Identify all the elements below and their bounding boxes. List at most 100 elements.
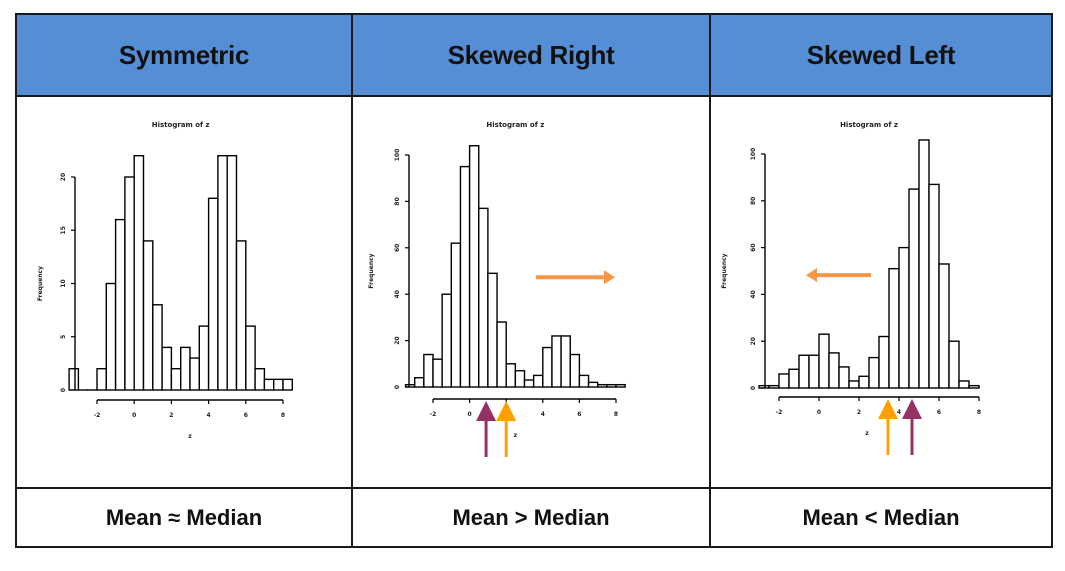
mean-arrow-head-icon [878,399,898,419]
histogram-bar [958,380,970,389]
footer-label: Mean ≈ Median [105,504,263,530]
histogram-bar [161,346,173,391]
header-symmetric: Symmetric [17,15,353,97]
y-axis-label: Frequency [721,253,728,288]
histogram-bar [235,240,247,391]
histogram-bar [496,321,507,388]
histogram-bar [578,374,590,388]
histogram-skewed-right: Histogram of z020406080100Frequency-2024… [368,121,626,457]
histogram-symmetric: Histogram of z 0 5 10 15 20 Frequency -2 0 2 4 6 8 z [37,121,294,440]
y-tick-label: 0 [750,386,757,390]
x-axis-label: z [514,432,518,439]
histogram-bar [105,282,117,391]
histogram-bar [254,368,266,391]
histogram-bar [198,325,210,391]
histogram-bar [217,155,228,391]
x-tick-label: 8 [977,409,981,416]
y-tick-label: 20 [60,173,67,181]
y-tick-label: 40 [750,290,757,298]
histogram-bar [808,354,820,389]
histogram-bar [858,375,870,389]
x-tick-label: 0 [817,409,821,416]
histogram-bar [768,384,780,389]
header-label: Symmetric [118,39,250,70]
histogram-bar [96,368,108,391]
histogram-bar [189,357,201,391]
y-tick-label: 0 [60,388,67,392]
histogram-bar [948,340,960,389]
histogram-bar [478,207,489,388]
y-tick-label: 100 [394,149,401,162]
histogram-bar [441,293,453,388]
histogram-bar [898,246,910,389]
histogram-bar [423,353,434,388]
header-label: Skewed Right [447,39,615,70]
median-arrow-head-icon [476,401,497,421]
histogram-bar [798,354,810,389]
histogram-bar [928,183,940,389]
histogram-bar [282,378,294,391]
y-tick-label: 60 [750,243,757,251]
x-axis-label: z [865,430,869,437]
chart-cell-skewed-left: Histogram of z 0 20 40 60 80 100 Frequency -2 0 2 4… [711,97,1051,487]
median-arrow-head-icon [902,399,922,419]
histogram-bar [569,353,581,388]
histogram-bar [778,373,790,389]
footer-label: Mean < Median [802,504,960,530]
chart-title: Histogram of z [486,121,544,129]
x-tick-label: 4 [897,409,901,416]
histogram-bar [551,335,562,388]
y-tick-label: 80 [750,197,757,205]
histogram-bar [868,356,880,389]
footer-symmetric: Mean ≈ Median [17,487,353,546]
histogram-bar [848,380,860,389]
x-tick-label: 0 [132,412,136,419]
histogram-bar [245,325,256,391]
footer-skewed-right: Mean > Median [353,487,711,546]
histogram-bar [142,240,154,391]
x-tick-label: 6 [577,411,581,418]
histogram-bar [560,335,571,388]
x-tick-label: 8 [281,412,285,419]
histogram-bar [170,368,182,391]
x-tick-label: -2 [776,409,783,416]
histogram-bar [432,358,443,388]
chart-title: Histogram of z [152,121,210,129]
x-tick-label: 2 [857,409,861,416]
histogram-bar [207,197,219,391]
y-tick-label: 5 [60,335,67,339]
header-label: Skewed Left [806,39,956,70]
chart-cell-skewed-right: Histogram of z020406080100Frequency-2024… [353,97,711,487]
histogram-bar [450,242,462,388]
x-tick-label: 8 [614,411,618,418]
histogram-bar [226,155,238,391]
histogram-bar [179,346,191,391]
y-tick-label: 15 [60,226,67,234]
histogram-bar [124,176,135,391]
y-tick-label: 80 [394,197,401,205]
x-tick-label: -2 [94,412,101,419]
histogram-bar [414,377,425,388]
header-skewed-left: Skewed Left [711,15,1051,97]
x-tick-label: -2 [430,411,437,418]
histogram-bar [818,333,830,389]
histogram-bar [68,368,80,391]
histogram-bar [908,188,920,389]
histogram-skewed-left: Histogram of z 0 20 40 60 80 100 Frequency -2 0 2 4… [721,121,981,455]
x-tick-label: 6 [937,409,941,416]
footer-skewed-left: Mean < Median [711,487,1051,546]
x-tick-label: 4 [541,411,545,418]
x-tick-label: 2 [169,412,173,419]
histogram-bar [878,335,890,389]
x-tick-label: 0 [468,411,472,418]
histogram-bar [968,384,980,389]
chart-cell-symmetric: Histogram of z 0 5 10 15 20 Frequency -2 0 2 4 6 8 z [17,97,353,487]
histogram-bar [606,383,617,388]
y-axis-label: Frequency [37,266,44,301]
histogram-bar [468,145,480,388]
footer-label: Mean > Median [452,504,610,530]
y-tick-label: 0 [394,385,401,389]
histogram-bar [487,272,498,388]
y-axis-label: Frequency [368,253,375,288]
histogram-bar [596,383,608,388]
